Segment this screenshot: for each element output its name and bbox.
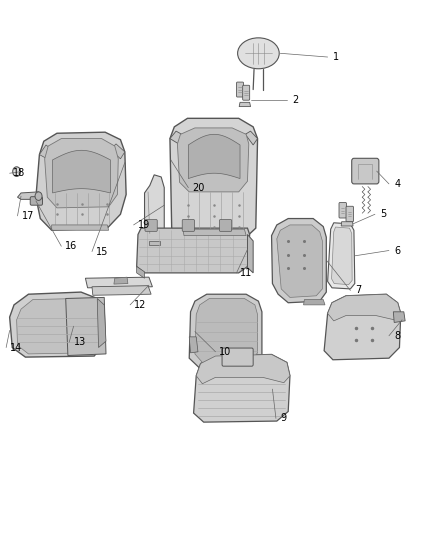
Text: 7: 7	[355, 286, 361, 295]
Text: 13: 13	[74, 337, 86, 347]
Text: 9: 9	[280, 414, 286, 423]
Polygon shape	[189, 294, 262, 368]
Text: 1: 1	[333, 52, 339, 62]
Polygon shape	[324, 294, 401, 360]
Polygon shape	[341, 222, 353, 226]
Polygon shape	[85, 277, 152, 288]
FancyBboxPatch shape	[182, 220, 194, 231]
Text: 14: 14	[10, 343, 22, 352]
Text: 4: 4	[394, 179, 400, 189]
Polygon shape	[196, 354, 290, 384]
Polygon shape	[170, 118, 258, 239]
Text: 12: 12	[134, 300, 146, 310]
Polygon shape	[332, 227, 352, 285]
Polygon shape	[145, 175, 164, 241]
FancyBboxPatch shape	[237, 82, 244, 97]
Text: 15: 15	[95, 247, 108, 256]
Polygon shape	[53, 150, 110, 193]
Polygon shape	[97, 298, 106, 348]
Polygon shape	[52, 225, 109, 230]
Circle shape	[13, 167, 21, 176]
Polygon shape	[328, 223, 355, 289]
Polygon shape	[39, 145, 52, 160]
Polygon shape	[110, 144, 125, 159]
FancyBboxPatch shape	[339, 203, 346, 218]
Polygon shape	[92, 286, 151, 295]
Circle shape	[35, 192, 42, 200]
Polygon shape	[177, 128, 249, 192]
Text: 16: 16	[65, 241, 77, 251]
Polygon shape	[17, 298, 99, 354]
Text: 20: 20	[193, 183, 205, 192]
Polygon shape	[66, 297, 106, 356]
Polygon shape	[137, 228, 250, 273]
Polygon shape	[195, 298, 258, 362]
Polygon shape	[245, 131, 258, 145]
FancyBboxPatch shape	[243, 85, 250, 100]
Text: 11: 11	[240, 268, 252, 278]
Polygon shape	[10, 292, 104, 357]
FancyBboxPatch shape	[145, 220, 157, 231]
Polygon shape	[393, 312, 405, 322]
Polygon shape	[194, 354, 290, 422]
Polygon shape	[188, 134, 240, 179]
Text: 18: 18	[13, 168, 25, 178]
FancyBboxPatch shape	[352, 158, 379, 184]
FancyBboxPatch shape	[222, 348, 253, 366]
Polygon shape	[272, 219, 326, 303]
Polygon shape	[328, 294, 401, 321]
Polygon shape	[36, 132, 126, 230]
Polygon shape	[114, 277, 128, 284]
Polygon shape	[239, 102, 251, 107]
Polygon shape	[18, 192, 40, 199]
Polygon shape	[189, 337, 198, 353]
Text: 5: 5	[380, 209, 386, 219]
Polygon shape	[170, 131, 182, 145]
FancyBboxPatch shape	[30, 197, 42, 205]
Polygon shape	[277, 225, 322, 297]
Polygon shape	[149, 241, 160, 245]
Text: 19: 19	[138, 220, 150, 230]
FancyBboxPatch shape	[346, 206, 353, 222]
FancyBboxPatch shape	[219, 220, 232, 231]
Text: 10: 10	[219, 347, 231, 357]
Text: 8: 8	[394, 331, 400, 341]
Ellipse shape	[237, 38, 279, 69]
Polygon shape	[137, 266, 145, 278]
Text: 2: 2	[293, 95, 299, 105]
Polygon shape	[304, 300, 325, 305]
Polygon shape	[247, 235, 253, 273]
Polygon shape	[183, 229, 246, 236]
Polygon shape	[45, 139, 118, 208]
Text: 6: 6	[394, 246, 400, 255]
Text: 17: 17	[22, 211, 34, 221]
